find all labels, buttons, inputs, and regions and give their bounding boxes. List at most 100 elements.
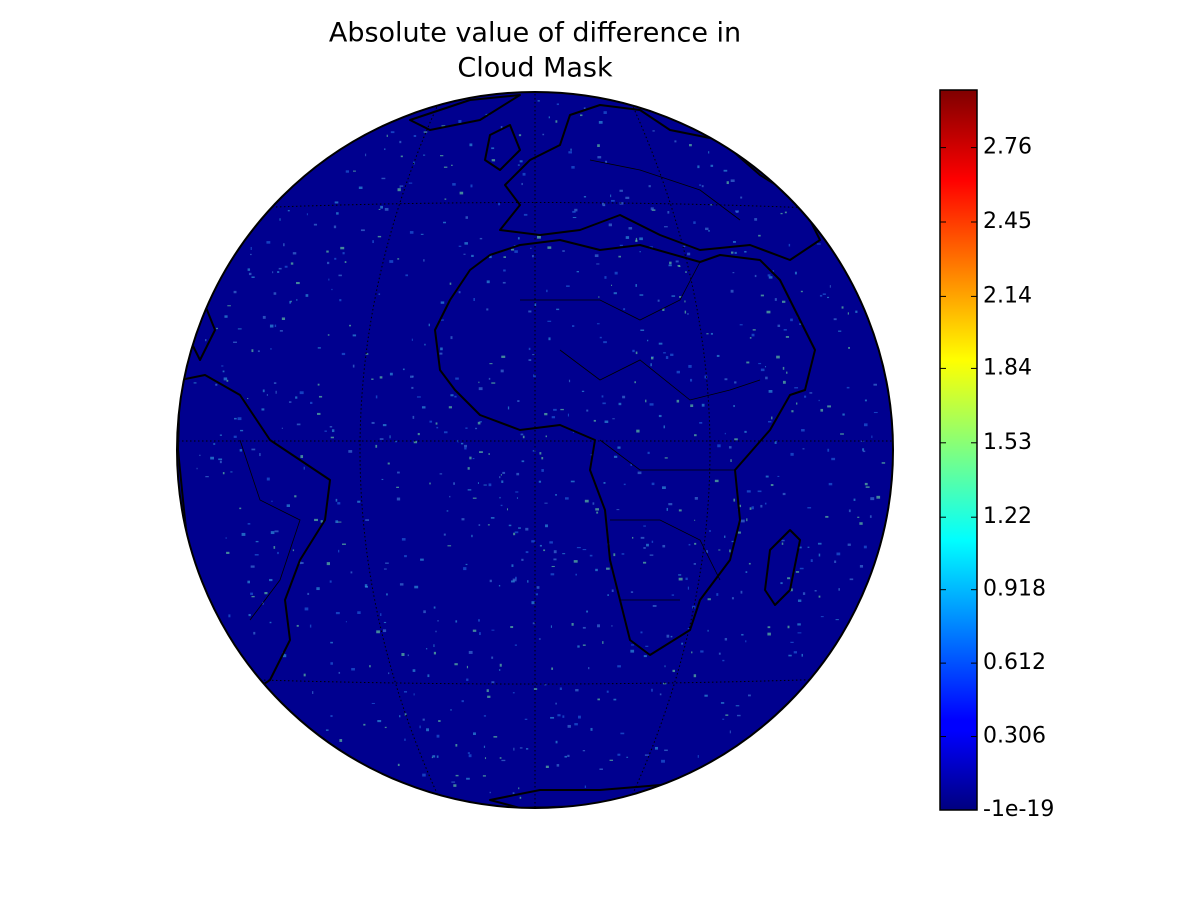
speckle — [661, 759, 665, 763]
speckle — [836, 552, 841, 556]
speckle — [290, 300, 292, 303]
speckle — [255, 540, 259, 543]
speckle — [250, 592, 253, 595]
speckle — [575, 689, 579, 692]
speckle — [701, 185, 704, 188]
speckle — [425, 648, 428, 650]
speckle — [771, 416, 773, 420]
speckle — [559, 687, 562, 690]
speckle — [427, 674, 430, 678]
speckle — [841, 306, 844, 309]
speckle — [598, 296, 600, 298]
speckle — [491, 382, 496, 384]
speckle — [389, 260, 394, 263]
speckle — [582, 644, 586, 646]
speckle — [700, 650, 704, 653]
speckle — [681, 642, 684, 645]
speckle — [573, 560, 578, 563]
speckle — [379, 438, 384, 440]
speckle — [547, 246, 552, 249]
speckle — [745, 640, 747, 643]
speckle — [557, 714, 561, 717]
speckle — [666, 507, 669, 511]
speckle — [259, 453, 261, 457]
speckle — [776, 355, 780, 359]
speckle — [416, 396, 421, 398]
speckle — [210, 456, 214, 460]
speckle — [650, 356, 654, 360]
speckle — [675, 260, 679, 263]
speckle — [794, 387, 799, 389]
speckle — [283, 243, 285, 247]
speckle — [371, 378, 374, 380]
speckle — [710, 204, 713, 206]
speckle — [432, 755, 436, 758]
speckle — [486, 308, 489, 311]
speckle — [317, 383, 320, 386]
speckle — [511, 580, 515, 583]
speckle — [335, 611, 340, 615]
speckle — [669, 261, 672, 265]
speckle — [518, 134, 522, 137]
speckle — [281, 427, 283, 429]
speckle — [491, 159, 496, 162]
speckle — [274, 324, 277, 328]
speckle — [345, 621, 347, 623]
speckle — [493, 736, 498, 738]
speckle — [654, 746, 658, 750]
speckle — [213, 443, 216, 445]
speckle — [829, 285, 831, 288]
speckle — [241, 532, 246, 536]
speckle — [338, 274, 342, 277]
speckle — [531, 601, 535, 605]
speckle — [345, 170, 349, 173]
speckle — [810, 559, 813, 563]
title-line: Cloud Mask — [457, 53, 613, 84]
speckle — [233, 341, 237, 344]
speckle — [770, 484, 774, 487]
speckle — [454, 663, 458, 666]
speckle — [622, 395, 626, 399]
speckle — [735, 210, 739, 213]
speckle — [413, 693, 415, 696]
speckle — [412, 669, 416, 672]
speckle — [542, 133, 545, 136]
speckle — [532, 255, 534, 258]
speckle — [499, 663, 502, 667]
speckle — [572, 216, 577, 219]
speckle — [339, 299, 342, 302]
speckle — [555, 702, 557, 705]
speckle — [617, 446, 621, 449]
speckle — [330, 715, 333, 718]
speckle — [461, 518, 465, 521]
speckle — [525, 527, 529, 531]
speckle — [399, 140, 402, 144]
speckle — [533, 374, 536, 378]
speckle — [426, 728, 430, 732]
speckle — [572, 210, 576, 213]
speckle — [512, 792, 515, 795]
speckle — [614, 271, 618, 275]
speckle — [382, 424, 387, 427]
speckle — [378, 208, 381, 210]
speckle — [705, 550, 708, 553]
speckle — [583, 195, 587, 198]
speckle — [640, 536, 645, 539]
speckle — [455, 377, 459, 380]
speckle — [606, 567, 610, 570]
speckle — [617, 665, 621, 668]
speckle — [247, 580, 251, 584]
speckle — [407, 654, 409, 657]
speckle — [774, 298, 777, 301]
speckle — [254, 554, 259, 556]
speckle — [310, 401, 313, 404]
speckle — [704, 375, 708, 379]
speckle — [613, 455, 618, 458]
speckle — [334, 257, 337, 260]
speckle — [734, 381, 737, 384]
speckle — [350, 571, 353, 574]
speckle — [488, 453, 490, 455]
speckle — [471, 534, 473, 538]
speckle — [869, 515, 872, 518]
speckle — [751, 333, 755, 337]
